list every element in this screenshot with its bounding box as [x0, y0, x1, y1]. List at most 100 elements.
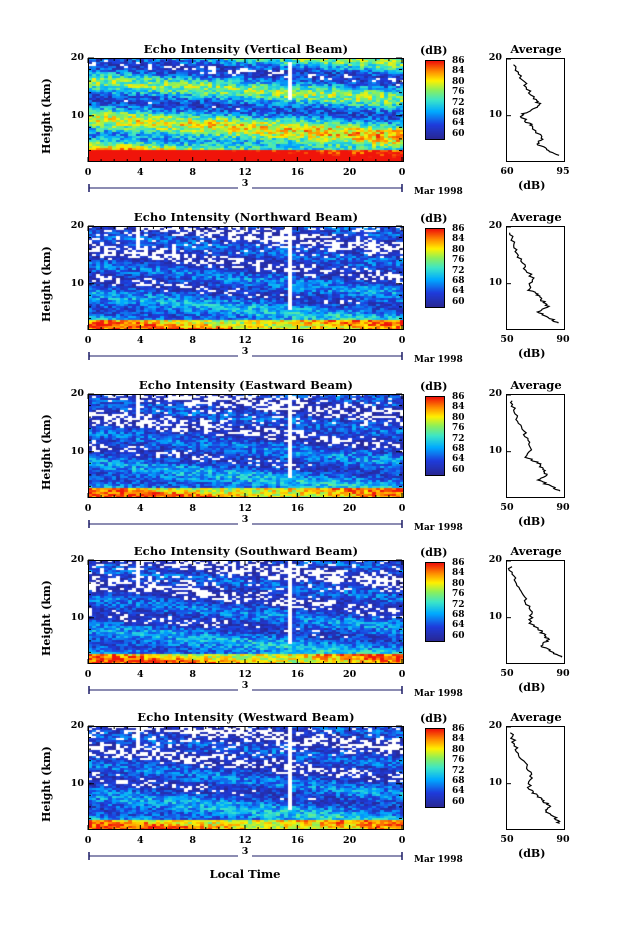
day-label: 3 — [238, 346, 252, 357]
y-tick-label: 10 — [70, 277, 84, 289]
x-tick-label: 0 — [84, 335, 92, 346]
x-tick-label: 8 — [189, 835, 196, 846]
day-label: 3 — [238, 514, 252, 525]
average-profile-line — [509, 400, 561, 492]
x-tick-label: 12 — [238, 167, 252, 178]
x-tick-label: 20 — [343, 835, 357, 846]
month-label: Mar 1998 — [414, 355, 463, 365]
average-profile-plot — [507, 395, 561, 492]
colorbar-tick-label: 80 — [452, 744, 465, 755]
colorbar-tick-label: 64 — [452, 118, 465, 129]
y-tick-label: 10 — [70, 445, 84, 457]
x-tick-label: 20 — [343, 669, 357, 680]
panel-west: Echo Intensity (Westward Beam) Height (km… — [0, 710, 619, 876]
colorbar-tick-label: 84 — [452, 568, 465, 579]
y-tick-label: 20 — [70, 554, 84, 565]
x-tick-label: 0 — [398, 669, 406, 680]
x-tick-label: 8 — [189, 335, 196, 346]
colorbar-tick-label: 64 — [452, 286, 465, 297]
y-axis-label: Height (km) — [40, 78, 53, 154]
average-unit: (dB) — [518, 681, 546, 694]
average-title: Average — [510, 210, 562, 224]
average-plot — [506, 226, 565, 330]
average-y-tick-label: 10 — [488, 276, 502, 288]
average-y-tick-label: 20 — [488, 720, 502, 731]
y-tick-label: 20 — [70, 52, 84, 63]
average-x-tick-label: 90 — [556, 334, 570, 345]
heatmap-image — [88, 560, 404, 664]
average-x-tick-label: 95 — [556, 166, 570, 177]
colorbar — [425, 396, 445, 476]
colorbar-tick-label: 76 — [452, 255, 465, 266]
colorbar-tick-label: 86 — [452, 558, 465, 568]
x-tick-label: 20 — [343, 335, 357, 346]
colorbar-tick-label: 86 — [452, 56, 465, 66]
average-unit: (dB) — [518, 847, 546, 860]
y-tick-label: 10 — [70, 109, 84, 121]
average-x-tick-label: 90 — [556, 834, 570, 845]
average-y-tick-label: 20 — [488, 52, 502, 63]
x-tick-label: 16 — [290, 335, 304, 346]
x-tick-label: 20 — [343, 167, 357, 178]
colorbar-tick-label: 60 — [452, 630, 465, 641]
colorbar-tick-label: 84 — [452, 402, 465, 413]
x-tick-label: 12 — [238, 503, 252, 514]
heatmap-image — [88, 726, 404, 830]
x-tick-label: 4 — [137, 503, 144, 514]
x-tick-label: 0 — [84, 167, 92, 178]
colorbar-tick-label: 76 — [452, 755, 465, 766]
average-unit: (dB) — [518, 515, 546, 528]
colorbar-tick-label: 64 — [452, 454, 465, 465]
colorbar-tick-label: 86 — [452, 392, 465, 402]
colorbar-tick-label: 76 — [452, 589, 465, 600]
colorbar-tick-label: 76 — [452, 423, 465, 434]
x-tick-label: 8 — [189, 669, 196, 680]
panel-title: Echo Intensity (Vertical Beam) — [143, 42, 349, 56]
colorbar-tick-label: 60 — [452, 796, 465, 807]
colorbar-tick-label: 86 — [452, 224, 465, 234]
day-label: 3 — [238, 846, 252, 857]
y-tick-label: 20 — [70, 388, 84, 399]
x-tick-label: 4 — [137, 669, 144, 680]
average-profile-line — [513, 64, 560, 156]
x-tick-label: 16 — [290, 669, 304, 680]
y-axis-label: Height (km) — [40, 746, 53, 822]
colorbar-tick-label: 80 — [452, 244, 465, 255]
colorbar-unit: (dB) — [420, 44, 448, 57]
x-tick-label: 4 — [137, 835, 144, 846]
x-tick-label: 0 — [398, 835, 406, 846]
average-profile-line — [509, 732, 561, 824]
average-plot — [506, 58, 565, 162]
heatmap-image — [88, 394, 404, 498]
y-axis-label: Height (km) — [40, 246, 53, 322]
average-plot — [506, 726, 565, 830]
average-unit: (dB) — [518, 179, 546, 192]
colorbar-tick-label: 80 — [452, 578, 465, 589]
average-x-tick-label: 90 — [556, 502, 570, 513]
average-profile-line — [509, 232, 559, 324]
colorbar — [425, 728, 445, 808]
colorbar — [425, 60, 445, 140]
x-tick-label: 0 — [398, 503, 406, 514]
colorbar-tick-label: 80 — [452, 412, 465, 423]
y-axis-label: Height (km) — [40, 580, 53, 656]
average-unit: (dB) — [518, 347, 546, 360]
average-profile-plot — [507, 727, 561, 824]
average-profile-plot — [507, 561, 563, 658]
average-x-tick-label: 50 — [500, 334, 514, 345]
x-tick-label: 16 — [290, 167, 304, 178]
colorbar-unit: (dB) — [420, 212, 448, 225]
colorbar-tick-label: 80 — [452, 76, 465, 87]
month-label: Mar 1998 — [414, 689, 463, 699]
average-x-tick-label: 50 — [500, 834, 514, 845]
panel-north: Echo Intensity (Northward Beam) Height (k… — [0, 210, 619, 376]
colorbar-tick-label: 84 — [452, 66, 465, 77]
average-y-tick-label: 10 — [488, 776, 502, 788]
y-axis-label: Height (km) — [40, 414, 53, 490]
x-tick-label: 8 — [189, 167, 196, 178]
panel-title: Echo Intensity (Eastward Beam) — [138, 378, 354, 392]
colorbar-tick-label: 72 — [452, 765, 465, 776]
panel-title: Echo Intensity (Southward Beam) — [133, 544, 359, 558]
x-tick-label: 16 — [290, 503, 304, 514]
colorbar-tick-label: 86 — [452, 724, 465, 734]
